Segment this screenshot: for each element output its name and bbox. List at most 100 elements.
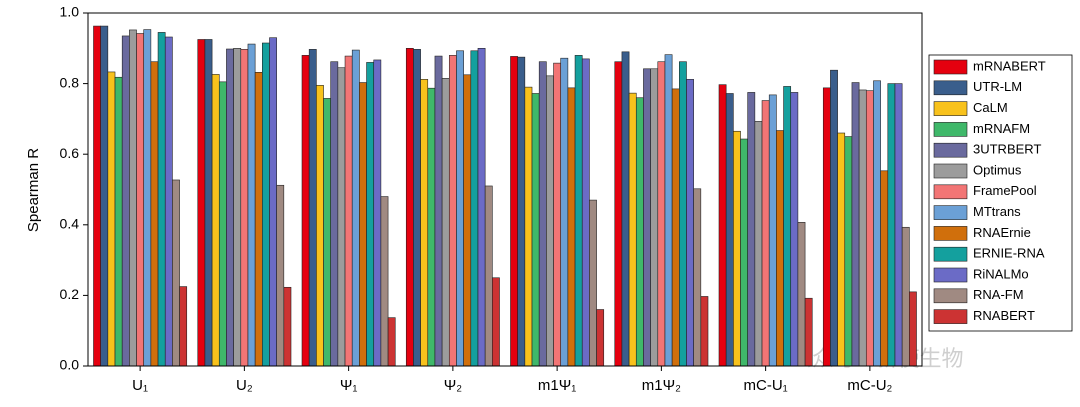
bar bbox=[768, 94, 777, 367]
bar bbox=[179, 286, 188, 367]
bar bbox=[441, 78, 450, 367]
bar bbox=[93, 25, 101, 367]
legend-label: mRNABERT bbox=[973, 58, 1046, 73]
bar bbox=[254, 72, 263, 367]
y-tick-label: 1.0 bbox=[60, 4, 80, 20]
bar bbox=[553, 62, 562, 367]
bar bbox=[664, 54, 673, 367]
legend-swatch bbox=[933, 184, 968, 200]
bar bbox=[635, 97, 644, 367]
bar bbox=[700, 296, 709, 367]
bar bbox=[470, 50, 479, 367]
bar bbox=[650, 68, 659, 367]
bar bbox=[790, 92, 799, 367]
bar bbox=[628, 92, 637, 367]
bar bbox=[873, 80, 881, 367]
legend-label: mRNAFM bbox=[973, 121, 1030, 136]
y-axis-label: Spearman R bbox=[25, 148, 42, 232]
bar bbox=[387, 317, 396, 367]
bar bbox=[301, 55, 310, 367]
bar bbox=[524, 86, 533, 367]
bar bbox=[197, 39, 206, 367]
bar bbox=[129, 29, 137, 367]
legend-label: CaLM bbox=[973, 100, 1008, 115]
bar bbox=[643, 68, 651, 367]
bar bbox=[837, 132, 846, 367]
legend-swatch bbox=[933, 122, 968, 137]
bar bbox=[844, 136, 853, 367]
bar bbox=[747, 92, 756, 367]
legend-swatch bbox=[933, 101, 968, 116]
bar bbox=[754, 121, 763, 367]
bar bbox=[880, 170, 889, 367]
legend-swatch bbox=[933, 267, 968, 283]
bar bbox=[574, 55, 583, 367]
bar bbox=[240, 49, 249, 367]
bar bbox=[405, 47, 414, 367]
legend-swatch bbox=[933, 59, 968, 75]
bar bbox=[204, 39, 213, 367]
x-tick-label: m1Ψ₂ bbox=[642, 377, 681, 394]
bar bbox=[822, 87, 831, 367]
bar bbox=[740, 138, 748, 367]
bar bbox=[366, 62, 375, 367]
bar bbox=[107, 71, 116, 367]
bar bbox=[359, 82, 367, 367]
bar bbox=[477, 47, 486, 367]
bar bbox=[226, 48, 234, 367]
bar bbox=[276, 184, 285, 367]
legend-label: MTtrans bbox=[973, 204, 1021, 219]
legend-label: FramePool bbox=[973, 183, 1037, 198]
legend-label: ERNIE-RNA bbox=[973, 246, 1045, 261]
x-tick-label: U₂ bbox=[236, 377, 253, 394]
bar bbox=[581, 58, 590, 367]
bar bbox=[804, 297, 813, 367]
bar bbox=[373, 59, 382, 367]
bar bbox=[121, 35, 130, 367]
legend-label: RiNALMo bbox=[973, 266, 1029, 281]
bar bbox=[596, 309, 605, 367]
x-tick-label: U₁ bbox=[132, 377, 148, 394]
bar bbox=[546, 75, 554, 367]
bar bbox=[420, 79, 429, 367]
legend-label: UTR-LM bbox=[973, 79, 1022, 94]
bar bbox=[351, 49, 360, 367]
bar bbox=[621, 51, 630, 367]
legend-label: 3UTRBERT bbox=[973, 142, 1041, 157]
bar bbox=[448, 55, 457, 367]
bar bbox=[671, 88, 680, 367]
bar bbox=[725, 93, 734, 367]
bar bbox=[517, 56, 526, 367]
bar bbox=[865, 90, 874, 367]
bar bbox=[143, 29, 152, 367]
bar bbox=[614, 61, 623, 367]
bar bbox=[150, 61, 159, 367]
bar bbox=[679, 61, 687, 367]
bar bbox=[901, 226, 910, 367]
x-tick-label: Ψ₁ bbox=[340, 377, 358, 394]
legend-swatch bbox=[933, 80, 968, 96]
bar bbox=[761, 100, 770, 367]
bar bbox=[316, 85, 324, 367]
bar bbox=[283, 286, 292, 367]
bar bbox=[136, 33, 145, 367]
legend-swatch bbox=[933, 309, 968, 324]
legend-swatch bbox=[933, 288, 968, 304]
y-tick-label: 0.4 bbox=[60, 216, 80, 232]
bar bbox=[733, 130, 741, 367]
bar bbox=[380, 196, 389, 367]
bar bbox=[718, 84, 727, 367]
legend-swatch bbox=[933, 205, 968, 220]
bar bbox=[262, 42, 270, 367]
bar bbox=[851, 82, 860, 367]
bar bbox=[269, 37, 277, 367]
bar bbox=[157, 32, 166, 367]
bar bbox=[456, 50, 464, 367]
x-tick-label: mC-U₂ bbox=[847, 377, 892, 394]
bar bbox=[100, 25, 109, 367]
bar bbox=[830, 69, 838, 367]
bar bbox=[218, 81, 227, 367]
bar bbox=[413, 49, 421, 367]
bar bbox=[887, 83, 896, 367]
